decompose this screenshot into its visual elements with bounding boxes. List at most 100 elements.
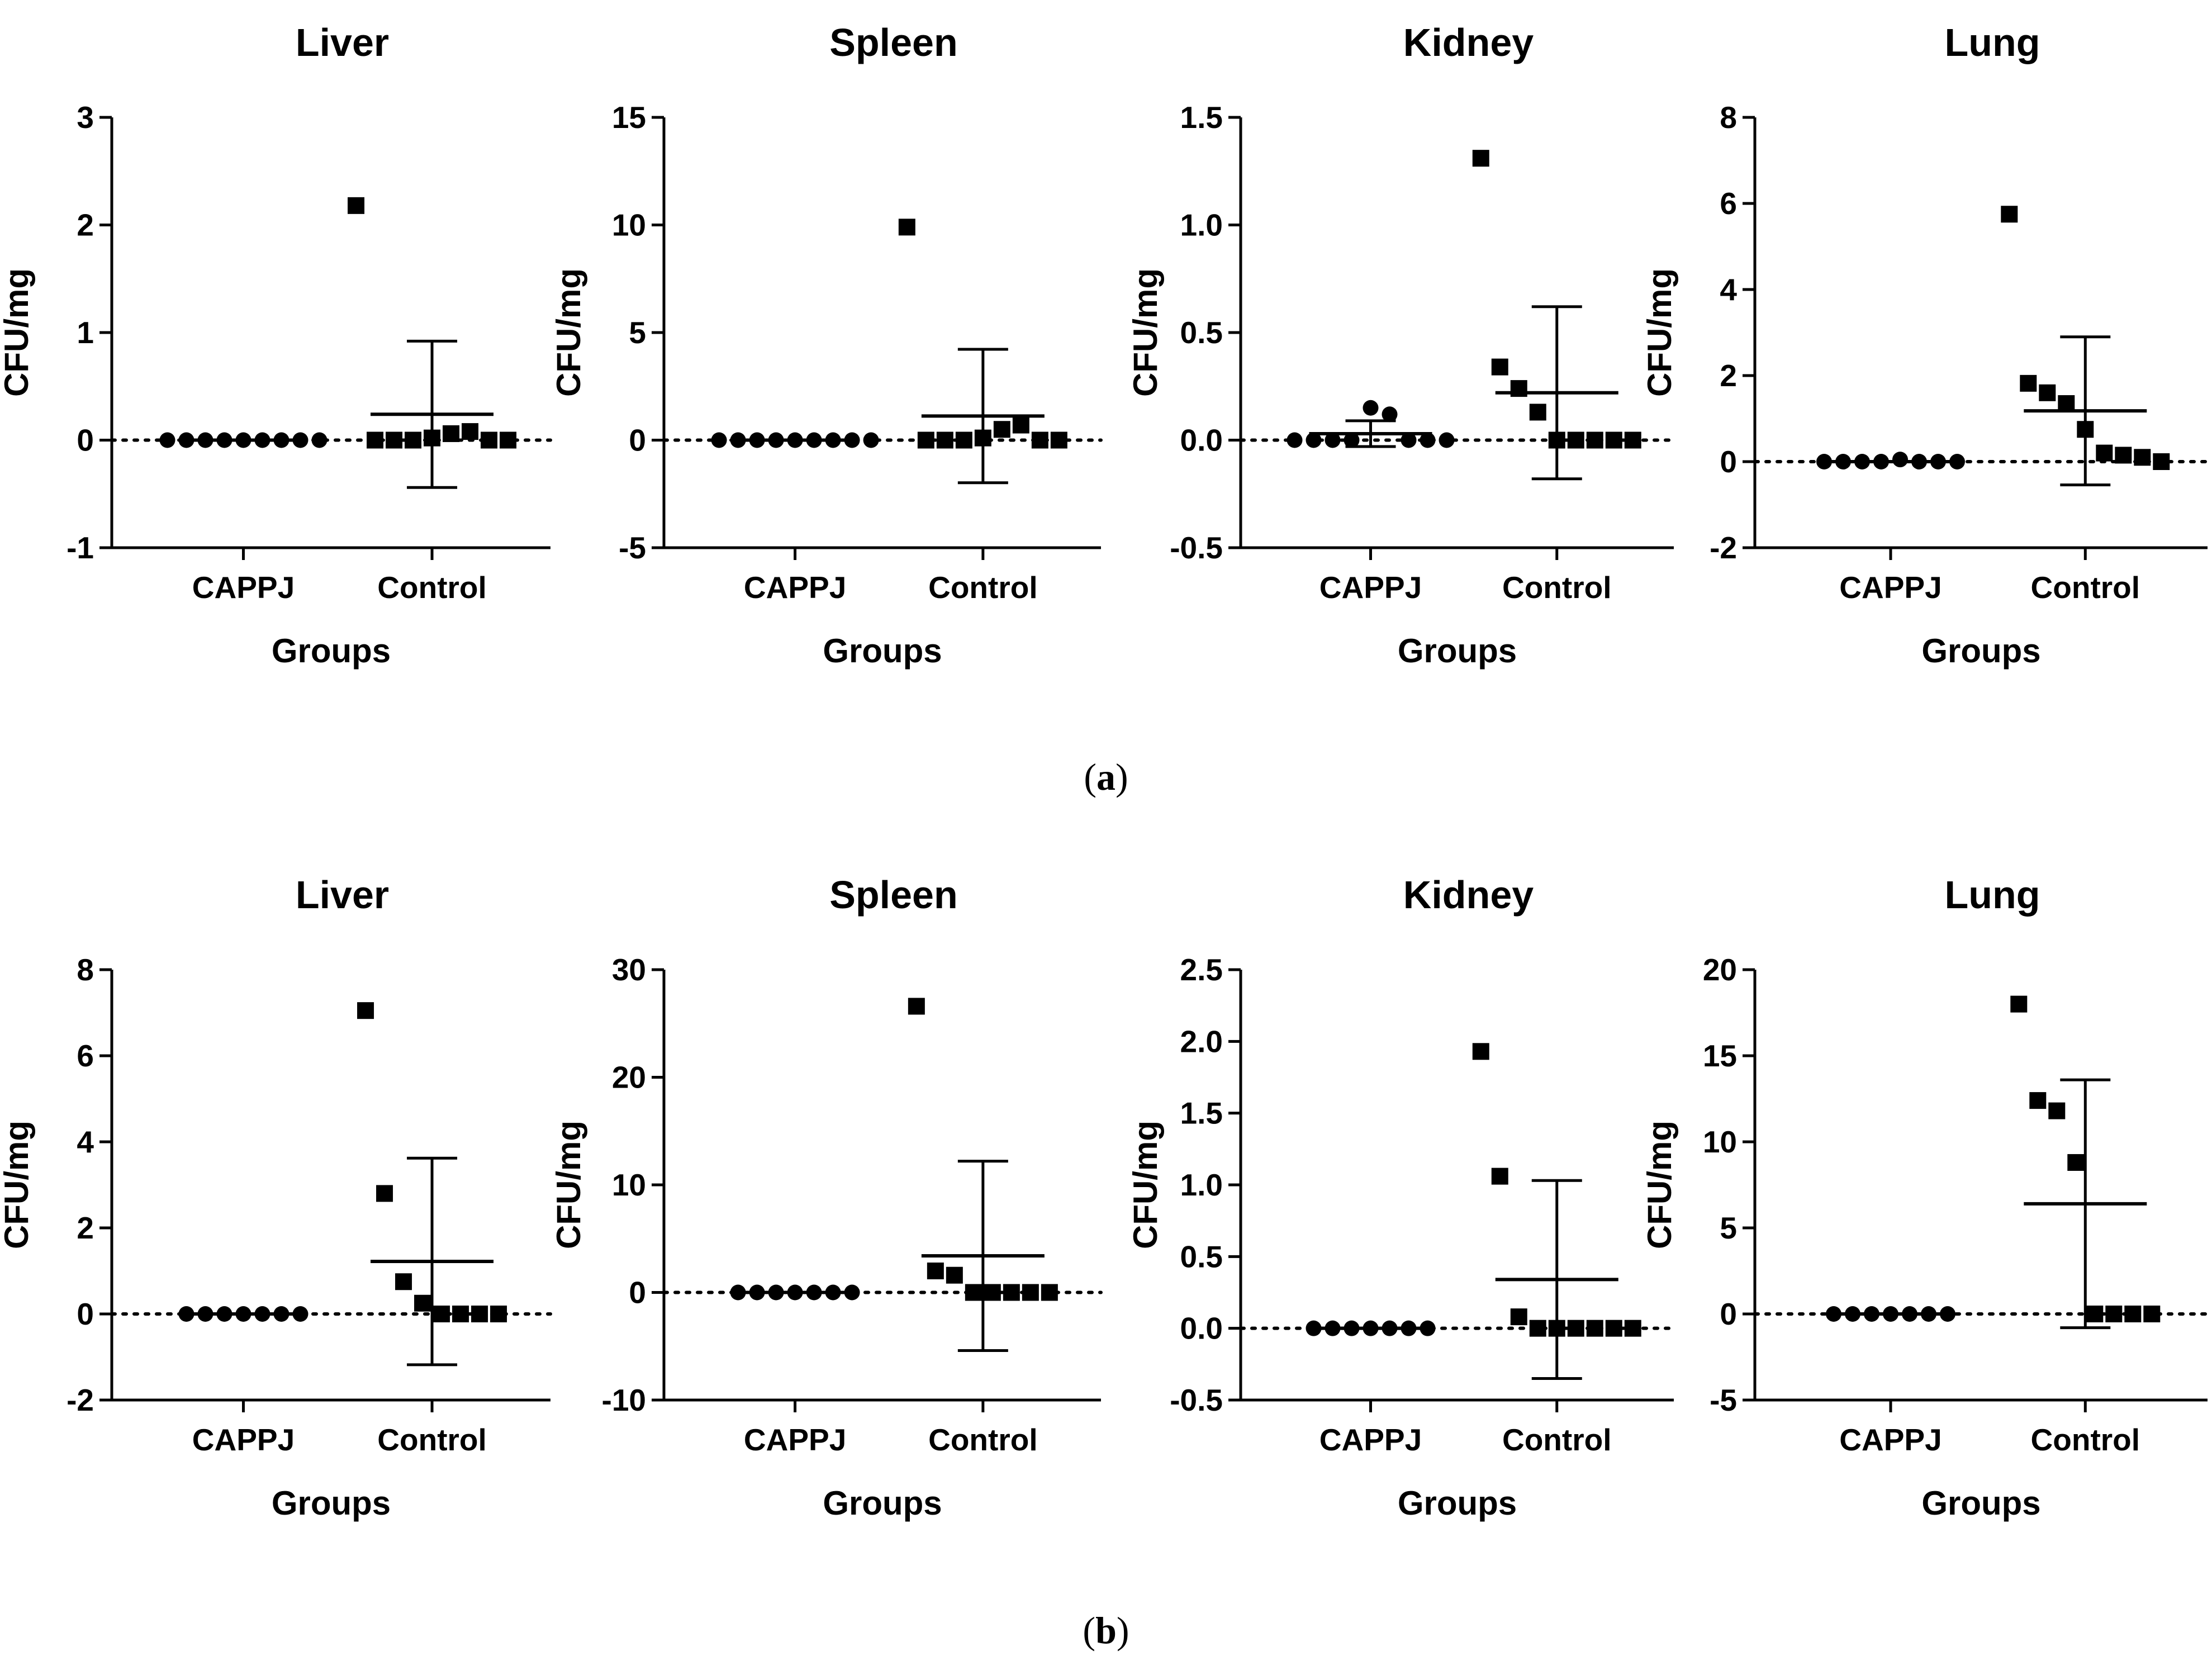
x-axis-title: Groups [272,632,391,670]
data-point-square [405,431,422,449]
data-point-circle [1883,1306,1898,1322]
svg-text:(b): (b) [1083,1609,1129,1652]
data-point-circle [787,432,803,448]
data-point-square [424,429,441,447]
y-tick-label: -5 [619,530,646,565]
x-tick-label: Control [2031,570,2140,605]
data-point-circle [1902,1306,1917,1322]
data-point-circle [178,1306,194,1322]
data-point-circle [254,1306,270,1322]
data-point-square [1510,1308,1527,1326]
data-point-circle [1401,1320,1417,1336]
data-point-square [386,431,403,449]
data-point-square [1605,431,1622,449]
data-point-square [481,431,498,449]
chart-title: Kidney [1403,21,1534,64]
chart-title: Liver [296,21,389,64]
y-tick-label: 0 [629,423,646,458]
y-tick-label: 1 [77,315,94,350]
x-axis-title: Groups [823,1484,942,1522]
data-point-circle [292,1306,308,1322]
chart-a-kidney: Kidney -0.5 0.0 0.5 1.0 1.5 CAPPJ Control Groups… [1127,21,1675,670]
x-axis-title: Groups [272,1484,391,1522]
x-axis-title: Groups [1398,1484,1517,1522]
data-point-square [348,197,365,214]
y-tick-label: -2 [1710,530,1737,565]
data-point-circle [1401,432,1417,448]
data-point-square [2134,449,2151,466]
y-tick-label: -2 [67,1383,94,1417]
data-point-circle [273,1306,289,1322]
x-axis-title: Groups [1398,632,1517,670]
data-point-circle [159,432,175,448]
data-point-square [1491,358,1508,376]
data-point-circle [1363,400,1379,416]
x-tick-label: CAPPJ [192,570,295,605]
data-point-circle [1344,432,1360,448]
x-axis-title: Groups [823,632,942,670]
y-tick-label: 6 [77,1038,94,1073]
data-point-square [927,1263,944,1279]
y-axis-title: CFU/mg [550,268,587,397]
y-axis-title: CFU/mg [1127,268,1164,397]
data-point-circle [1382,1320,1398,1336]
x-tick-label: CAPPJ [744,570,846,605]
y-tick-label: 2 [1720,358,1737,393]
x-tick-label: CAPPJ [1839,570,1942,605]
data-point-circle [311,432,327,448]
data-point-square [1548,431,1565,449]
chart-a-spleen: Spleen -5 0 5 10 15 CAPPJ Control Groups CFU/mg [550,21,1103,670]
data-point-square [1529,1320,1546,1337]
x-tick-label: Control [928,1422,1038,1457]
y-tick-label: 30 [612,952,646,987]
data-point-square [462,423,479,440]
data-point-square [936,431,953,449]
x-tick-label: CAPPJ [1319,570,1422,605]
data-point-square [1510,380,1527,397]
svg-text:(a): (a) [1084,756,1128,798]
data-point-circle [1306,1320,1322,1336]
y-tick-label: 8 [1720,100,1737,135]
data-point-circle [1420,1320,1436,1336]
data-point-square [1624,431,1641,449]
y-tick-label: -10 [602,1383,647,1417]
data-point-square [1050,431,1067,449]
data-point-square [974,429,991,447]
y-tick-label: 0 [629,1275,646,1310]
data-point-circle [806,432,822,448]
data-point-square [2105,1306,2123,1322]
y-axis-title: CFU/mg [0,268,35,397]
chart-title: Lung [1944,873,2040,917]
data-point-circle [749,1284,765,1301]
x-tick-label: Control [1502,570,1612,605]
data-point-circle [1816,454,1832,469]
x-tick-label: Control [2031,1422,2140,1457]
panel-label-b: (b) [1083,1609,1129,1652]
y-tick-label: 0.0 [1180,1311,1223,1346]
chart-b-lung: Lung -5 0 5 10 15 20 CAPPJ Control Groups CFU/mg [1641,873,2209,1522]
data-point-circle [1921,1306,1936,1322]
y-axis-title: CFU/mg [1641,268,1678,397]
data-point-circle [1854,454,1870,469]
data-point-square [2067,1154,2085,1171]
y-tick-label: 15 [612,100,646,135]
x-tick-label: Control [377,1422,487,1457]
data-point-square [1003,1284,1020,1301]
data-point-circle [730,432,746,448]
data-point-circle [844,432,860,448]
data-point-circle [768,432,784,448]
data-point-circle [806,1284,822,1301]
data-point-circle [1873,454,1889,469]
y-tick-label: 0.0 [1180,423,1223,458]
data-point-circle [292,432,308,448]
data-point-circle [1892,452,1908,468]
data-point-circle [1287,432,1303,448]
data-point-square [490,1306,507,1322]
data-point-circle [1864,1306,1879,1322]
y-tick-label: 1.5 [1180,1096,1223,1131]
data-point-square [984,1284,1001,1301]
data-point-square [917,431,934,449]
y-tick-label: 0.5 [1180,1239,1223,1274]
